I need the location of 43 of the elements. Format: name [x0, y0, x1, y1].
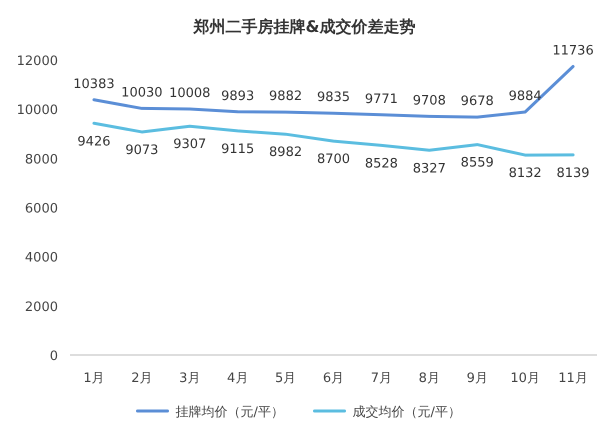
data-label: 9771	[364, 92, 398, 107]
data-label: 8139	[556, 166, 590, 181]
data-label: 9882	[269, 89, 302, 104]
data-label: 9893	[221, 88, 254, 104]
data-label: 8132	[508, 166, 542, 182]
x-tick-label: 7月	[370, 371, 392, 386]
data-label: 8559	[460, 156, 494, 171]
chart-title: 郑州二手房挂牌&成交价差走势	[192, 17, 416, 36]
data-label: 9884	[508, 89, 542, 104]
data-label: 9835	[316, 90, 350, 106]
data-label: 10008	[169, 86, 210, 101]
x-tick-label: 5月	[274, 371, 296, 386]
data-label: 10383	[73, 76, 115, 92]
y-tick-label: 2000	[24, 300, 58, 315]
legend-label: 成交均价（元/平）	[352, 404, 461, 420]
data-label: 9073	[125, 142, 158, 158]
x-tick-label: 4月	[227, 371, 248, 386]
data-label: 11736	[552, 43, 594, 58]
data-label: 9708	[412, 93, 446, 108]
x-tick-label: 9月	[466, 371, 488, 386]
data-label: 9678	[460, 94, 494, 110]
data-label: 8700	[316, 152, 350, 168]
data-label: 9426	[77, 134, 110, 150]
y-tick-label: 8000	[24, 152, 58, 168]
data-label: 8982	[269, 145, 302, 160]
x-tick-label: 1月	[83, 371, 105, 386]
x-tick-label: 8月	[418, 371, 440, 386]
y-tick-label: 4000	[24, 250, 58, 266]
x-tick-label: 2月	[131, 371, 153, 386]
legend-label: 挂牌均价（元/平）	[176, 405, 284, 420]
x-tick-label: 3月	[179, 371, 200, 386]
x-tick-label: 11月	[558, 371, 588, 386]
y-tick-label: 0	[50, 349, 58, 364]
data-label: 8327	[412, 161, 446, 176]
x-tick-label: 6月	[322, 371, 344, 386]
data-label: 9115	[221, 142, 254, 157]
data-label: 10030	[121, 85, 163, 100]
y-tick-label: 6000	[24, 202, 58, 216]
data-label: 9307	[173, 137, 206, 152]
y-tick-label: 12000	[16, 54, 58, 69]
data-label: 8528	[364, 156, 398, 172]
y-tick-label: 10000	[16, 103, 58, 118]
x-tick-label: 10月	[510, 371, 540, 386]
